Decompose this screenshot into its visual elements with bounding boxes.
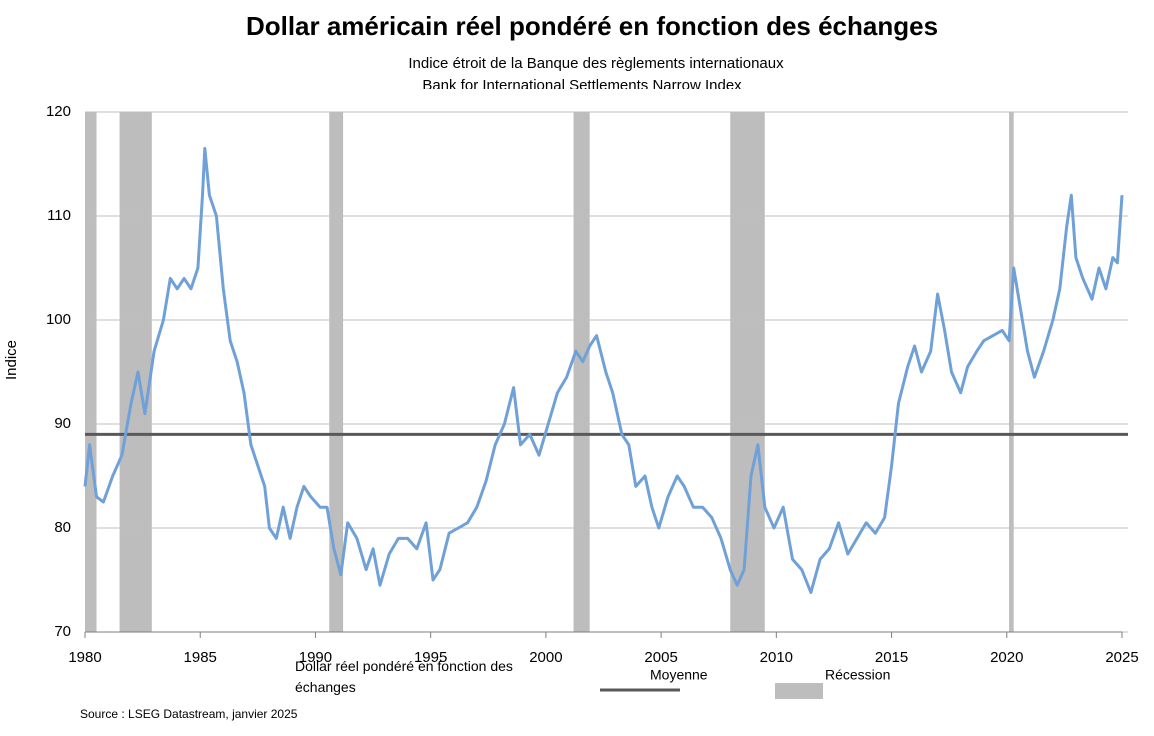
y-tick-label: 70 <box>54 623 71 640</box>
y-tick-label: 110 <box>47 207 71 224</box>
x-tick-label: 1985 <box>184 649 217 666</box>
mask <box>80 89 1140 109</box>
recession-band <box>85 112 97 632</box>
legend-recession-label: Récession <box>825 667 890 683</box>
source: Source : LSEG Datastream, janvier 2025 <box>80 707 298 721</box>
recession-band <box>329 112 344 632</box>
x-tick-label: 1980 <box>68 649 101 666</box>
y-axis-label: Indice <box>3 340 20 380</box>
x-tick-label: 1995 <box>414 649 447 666</box>
chart-subtitle: Indice étroit de la Banque des règlement… <box>408 55 784 72</box>
legend-mean-label: Moyenne <box>650 667 708 683</box>
series-line <box>83 146 1124 594</box>
x-tick-label: 2020 <box>990 649 1023 666</box>
x-tick-label: 1990 <box>299 649 332 666</box>
x-tick-label: 2015 <box>875 649 908 666</box>
legend-label: Dollar réel pondéré en fonction des écha… <box>295 658 513 695</box>
x-tick-label: 2000 <box>529 649 562 666</box>
recession-band <box>119 112 152 632</box>
x-tick-label: 2005 <box>644 649 677 666</box>
chart-title: Dollar américain réel pondéré en fonctio… <box>246 11 938 41</box>
x-tick-label: 2025 <box>1105 649 1138 666</box>
legend-recession-swatch <box>775 683 823 699</box>
y-tick-label: 90 <box>54 415 71 432</box>
y-tick-label: 100 <box>46 311 71 328</box>
recession-band <box>573 112 590 632</box>
y-tick-label: 120 <box>46 103 71 120</box>
y-tick-label: 80 <box>54 519 71 536</box>
recession-band <box>1009 112 1014 632</box>
plot: 70 80 90 100 110 120 1980 1985 1990 1995 2000 2005 2… <box>46 103 1139 699</box>
recession-band <box>730 112 765 632</box>
x-tick-label: 2010 <box>760 649 793 666</box>
